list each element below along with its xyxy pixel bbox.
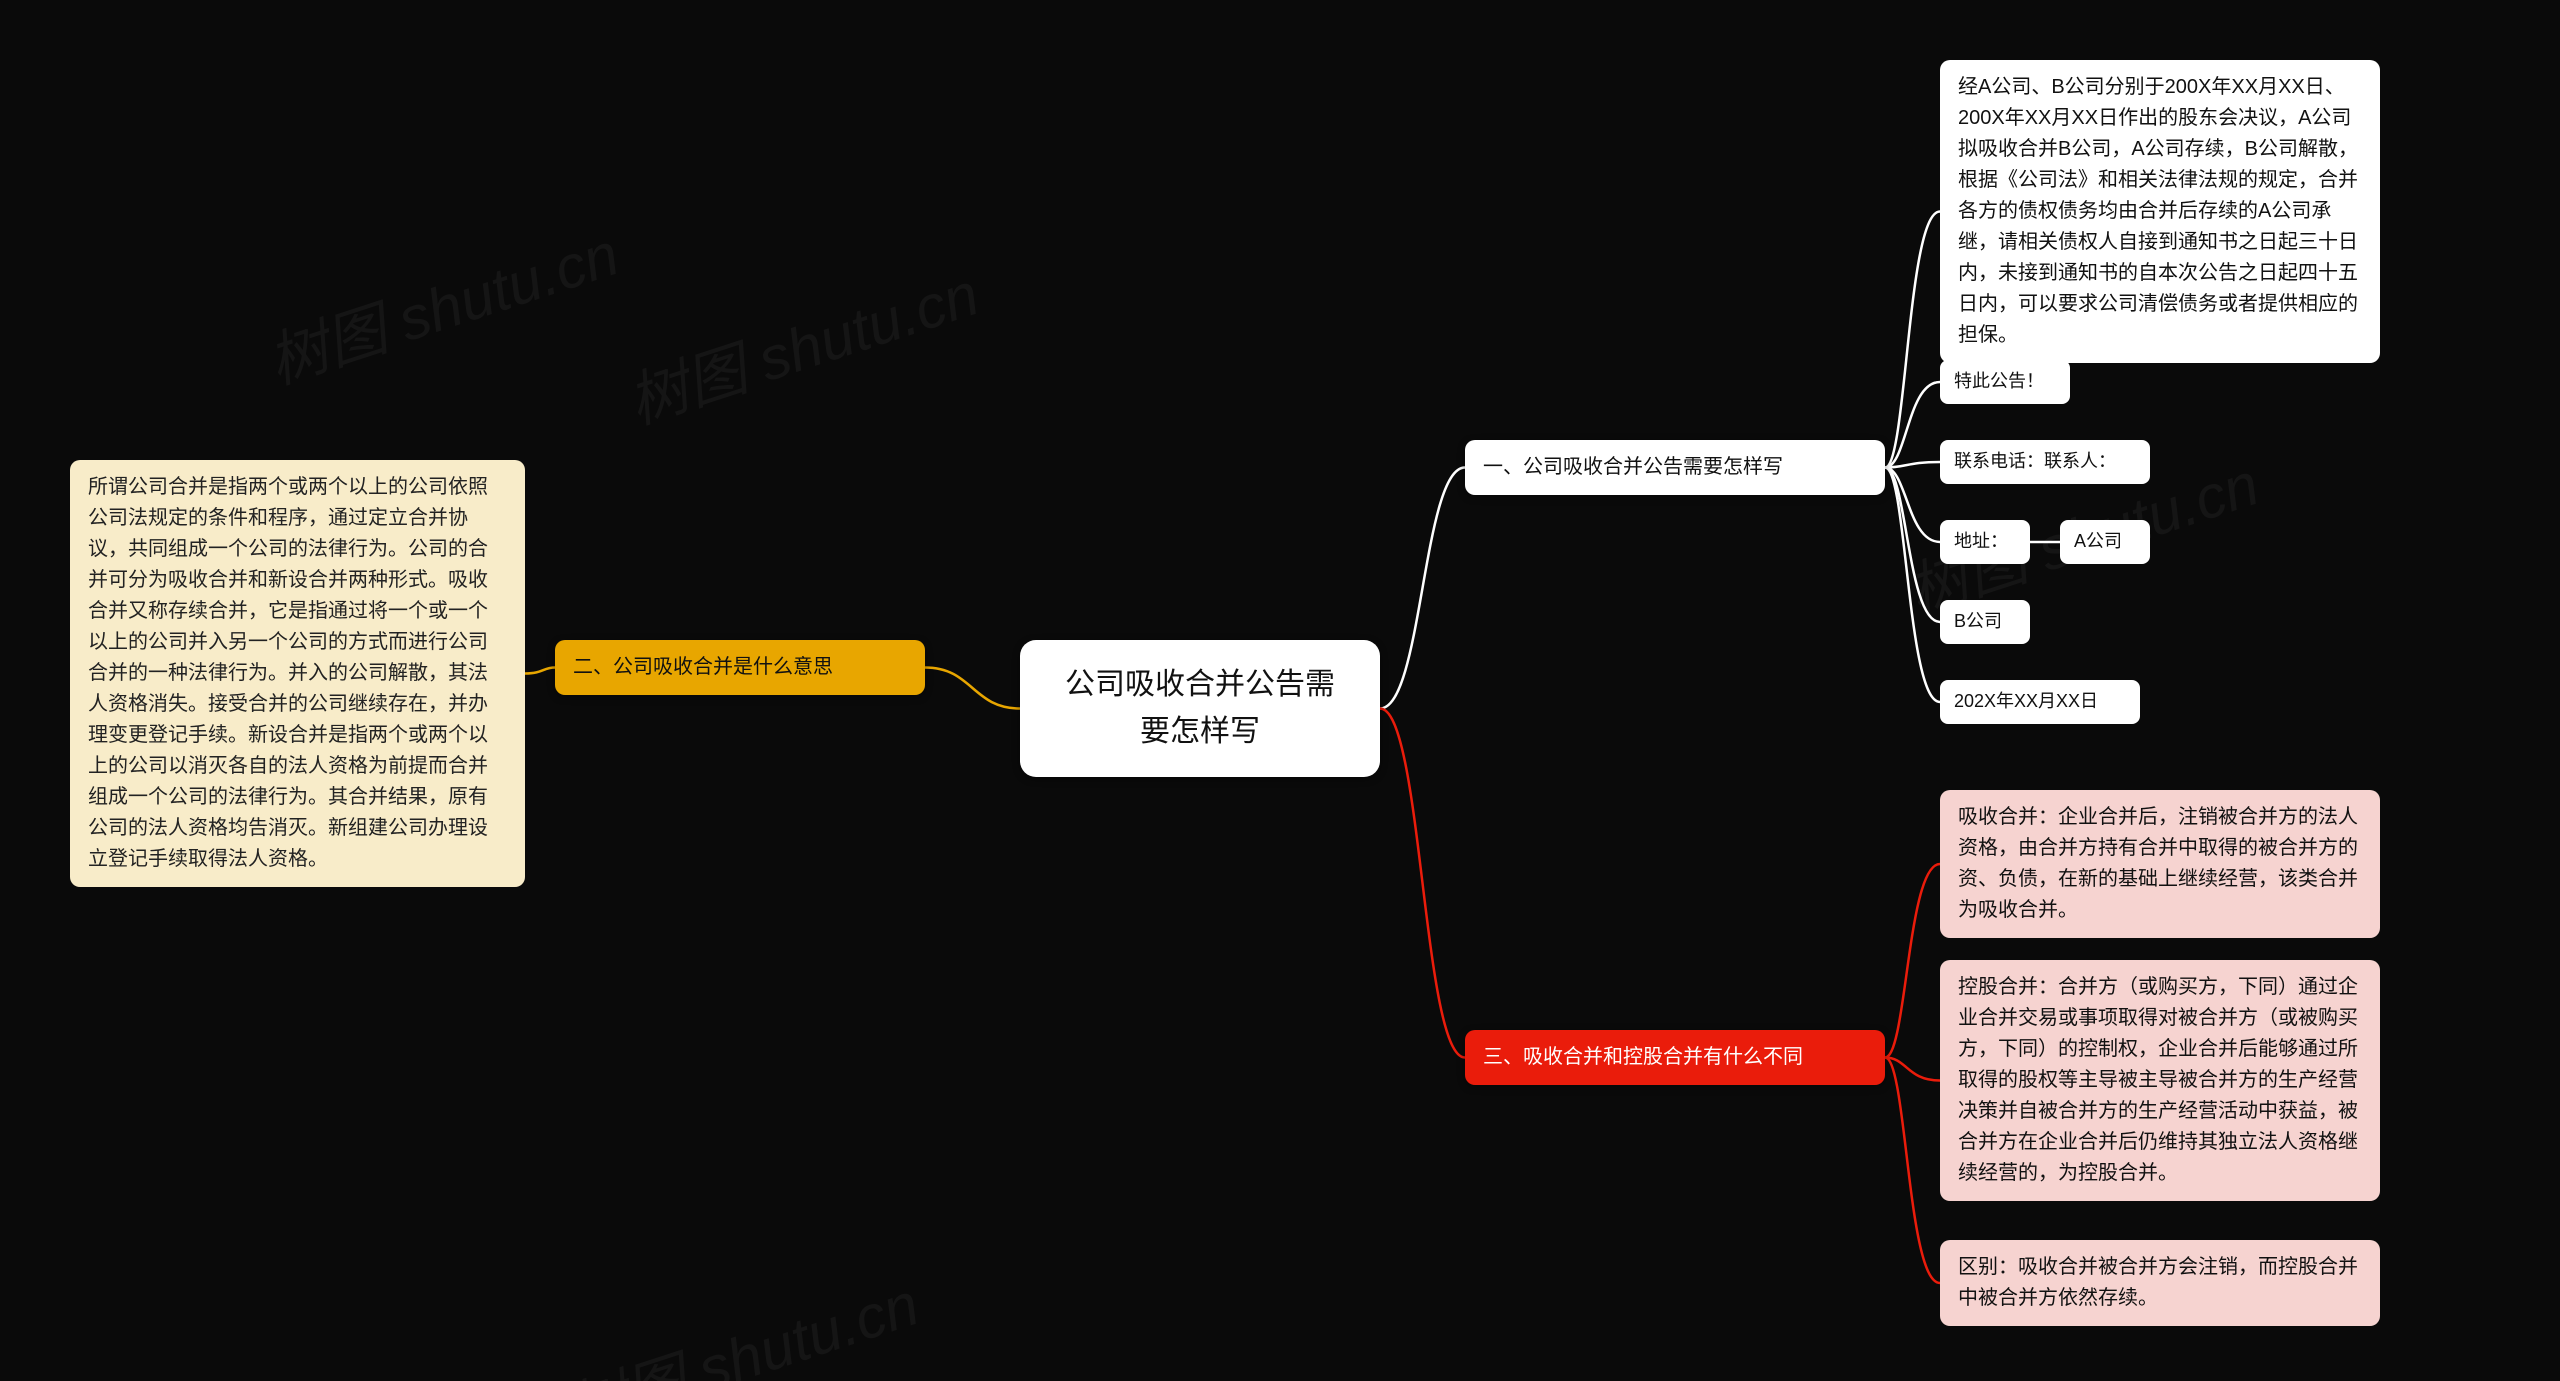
branch-1-leaf-4a[interactable]: A公司 — [2060, 520, 2150, 564]
mindmap-canvas: 树图 shutu.cn 树图 shutu.cn 树图 shutu.cn 树图 s… — [0, 0, 2560, 1381]
branch-1-leaf-3[interactable]: 联系电话：联系人： — [1940, 440, 2150, 484]
branch-2-leaf-1[interactable]: 所谓公司合并是指两个或两个以上的公司依照公司法规定的条件和程序，通过定立合并协议… — [70, 460, 525, 887]
branch-3-leaf-2[interactable]: 控股合并：合并方（或购买方，下同）通过企业合并交易或事项取得对被合并方（或被购买… — [1940, 960, 2380, 1201]
branch-1-leaf-1[interactable]: 经A公司、B公司分别于200X年XX月XX日、200X年XX月XX日作出的股东会… — [1940, 60, 2380, 363]
watermark: 树图 shutu.cn — [555, 1256, 928, 1381]
branch-1[interactable]: 一、公司吸收合并公告需要怎样写 — [1465, 440, 1885, 495]
branch-3[interactable]: 三、吸收合并和控股合并有什么不同 — [1465, 1030, 1885, 1085]
branch-1-leaf-5[interactable]: B公司 — [1940, 600, 2030, 644]
branch-1-leaf-4[interactable]: 地址： — [1940, 520, 2030, 564]
watermark: 树图 shutu.cn — [615, 246, 988, 441]
branch-1-leaf-6[interactable]: 202X年XX月XX日 — [1940, 680, 2140, 724]
branch-2[interactable]: 二、公司吸收合并是什么意思 — [555, 640, 925, 695]
watermark: 树图 shutu.cn — [255, 206, 628, 401]
branch-3-leaf-1[interactable]: 吸收合并：企业合并后，注销被合并方的法人资格，由合并方持有合并中取得的被合并方的… — [1940, 790, 2380, 938]
center-topic[interactable]: 公司吸收合并公告需要怎样写 — [1020, 640, 1380, 777]
branch-1-leaf-2[interactable]: 特此公告！ — [1940, 360, 2070, 404]
branch-3-leaf-3[interactable]: 区别：吸收合并被合并方会注销，而控股合并中被合并方依然存续。 — [1940, 1240, 2380, 1326]
